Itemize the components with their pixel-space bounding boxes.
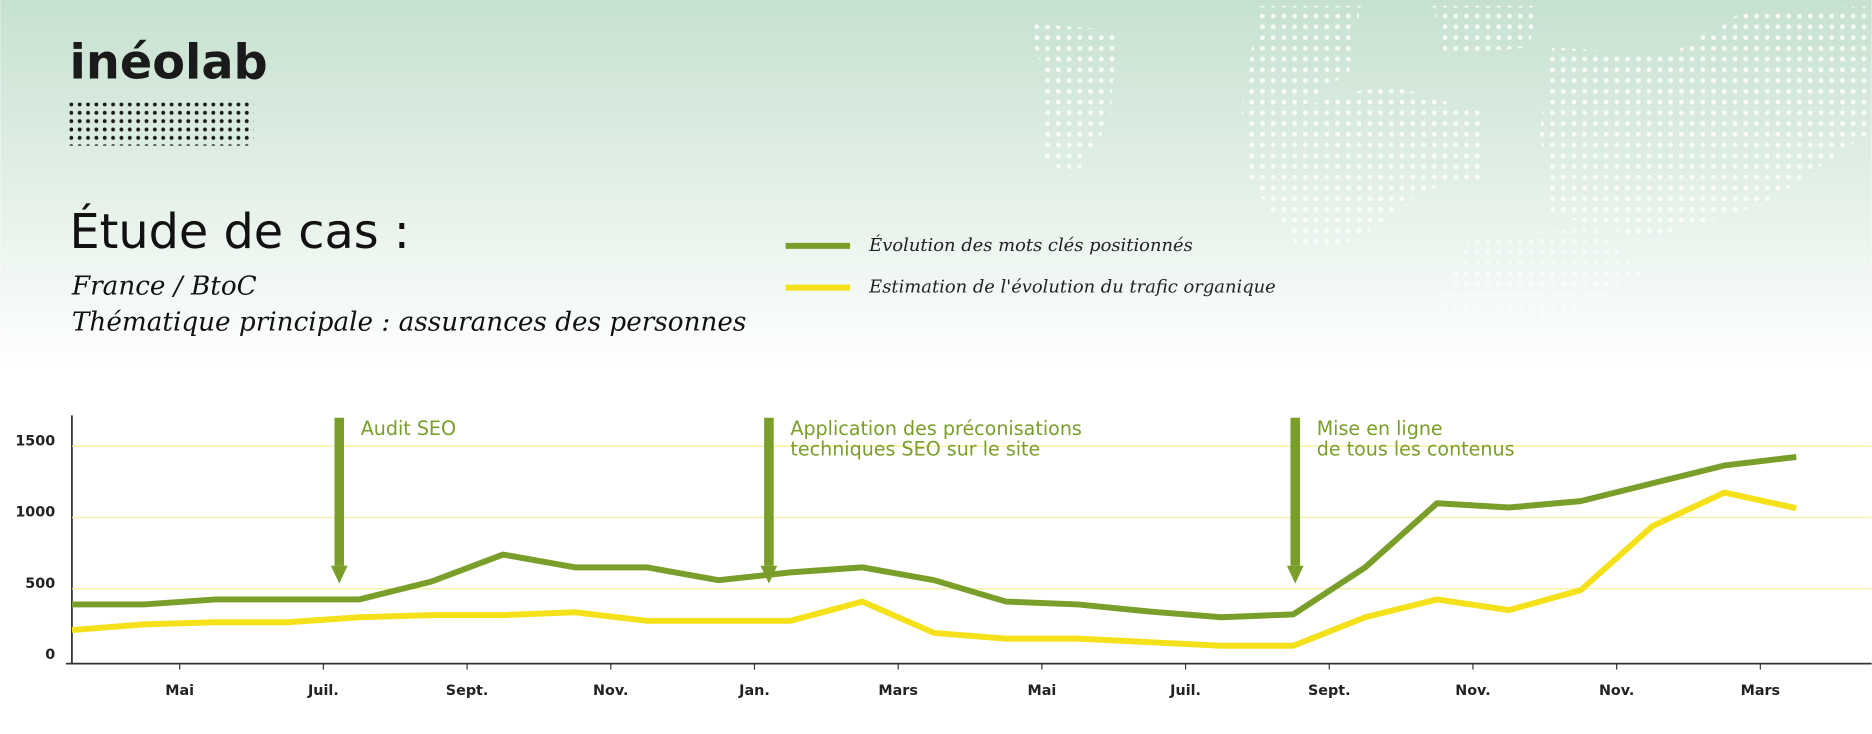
annotation-text: techniques SEO sur le site <box>790 437 1040 460</box>
x-tick-label: Juil. <box>1169 683 1201 699</box>
annotation-text: Mise en ligne <box>1317 417 1443 440</box>
map-decoration <box>1029 5 1872 323</box>
annotation-arrowhead <box>1286 565 1304 584</box>
series-line <box>71 489 1797 649</box>
logo: inéolab <box>70 36 268 91</box>
annotation-text: Audit SEO <box>361 417 456 440</box>
annotation-text: de tous les contenus <box>1317 437 1515 460</box>
y-tick-label: 1500 <box>15 433 55 449</box>
y-tick-label: 0 <box>45 647 55 663</box>
y-tick-label: 500 <box>25 576 55 592</box>
legend-label: Estimation de l'évolution du trafic orga… <box>868 277 1276 298</box>
x-tick-label: Mai <box>165 683 194 699</box>
y-tick-label: 1000 <box>15 505 55 521</box>
x-tick-label: Mars <box>878 683 917 699</box>
case-title: Étude de cas : <box>70 203 410 260</box>
x-tick-label: Mai <box>1027 683 1056 699</box>
subtitle: Thématique principale : assurances des p… <box>72 307 746 337</box>
x-tick-label: Jan. <box>738 683 770 699</box>
legend-label: Évolution des mots clés positionnés <box>868 233 1193 256</box>
series-line <box>71 453 1797 621</box>
x-tick-label: Juil. <box>307 683 339 699</box>
annotation-arrowhead <box>330 565 348 584</box>
x-tick-label: Nov. <box>1455 683 1490 699</box>
x-tick-label: Nov. <box>593 683 628 699</box>
logo-dots <box>69 102 254 146</box>
x-tick-label: Nov. <box>1599 683 1634 699</box>
annotation-text: Application des préconisations <box>790 417 1082 440</box>
x-tick-label: Mars <box>1741 683 1780 699</box>
x-tick-label: Sept. <box>446 683 489 699</box>
x-tick-label: Sept. <box>1308 683 1351 699</box>
subtitle: France / BtoC <box>71 272 257 302</box>
